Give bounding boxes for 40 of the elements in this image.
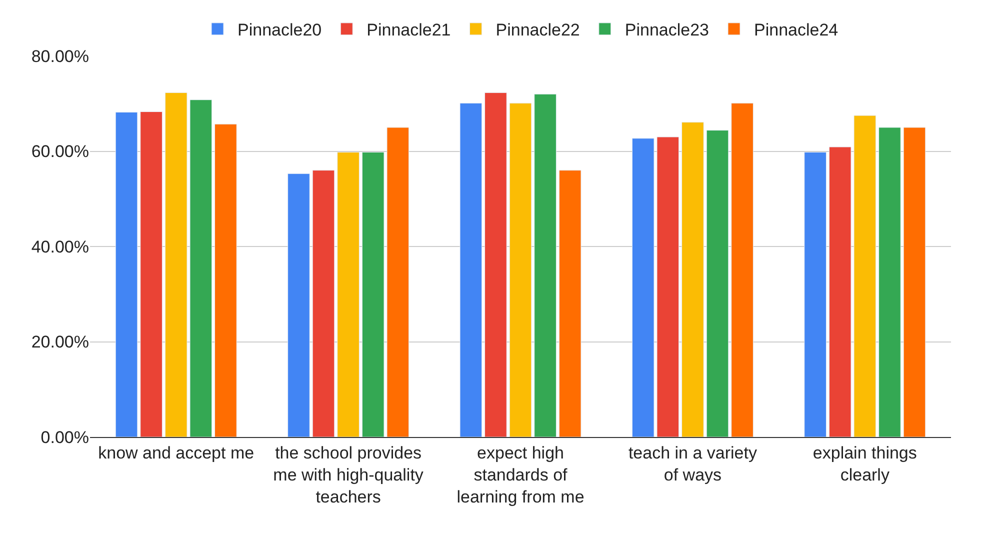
bar (115, 112, 138, 437)
bar (190, 100, 212, 437)
bar (386, 127, 410, 437)
bar (854, 115, 876, 437)
bar (362, 152, 384, 437)
legend-label: Pinnacle23 (624, 20, 709, 40)
y-tick-label: 80.00% (31, 46, 89, 66)
x-tick-label: explain things clearly (812, 443, 917, 484)
bar (878, 127, 901, 437)
bar (164, 92, 188, 437)
x-tick-label: know and accept me (98, 443, 254, 462)
bar (337, 152, 360, 437)
bar (632, 138, 654, 437)
bar (656, 136, 680, 437)
bar (214, 124, 237, 437)
bar (509, 102, 532, 437)
legend-label: Pinnacle24 (754, 20, 838, 40)
bar (682, 122, 704, 437)
bar (288, 173, 310, 437)
bar (731, 102, 754, 437)
x-tick-label: expect high standards of learning from me (456, 443, 584, 507)
bar (460, 102, 482, 437)
y-tick-label: 40.00% (31, 237, 89, 256)
bar (140, 111, 162, 437)
bar (558, 170, 582, 437)
bar (484, 92, 507, 437)
legend-label: Pinnacle20 (238, 20, 322, 40)
bar (804, 152, 826, 437)
bar (828, 146, 852, 437)
y-tick-label: 0.00% (40, 428, 89, 447)
legend-label: Pinnacle21 (366, 20, 451, 40)
y-tick-label: 20.00% (31, 332, 89, 352)
bar (706, 130, 729, 437)
legend-label: Pinnacle22 (496, 20, 580, 40)
x-tick-label: the school provides me with high-quality teachers (273, 443, 424, 507)
bar (312, 170, 335, 437)
bar (534, 94, 556, 437)
y-tick-label: 60.00% (31, 142, 89, 162)
bar (903, 127, 926, 437)
x-tick-label: teach in a variety of ways (628, 443, 758, 484)
